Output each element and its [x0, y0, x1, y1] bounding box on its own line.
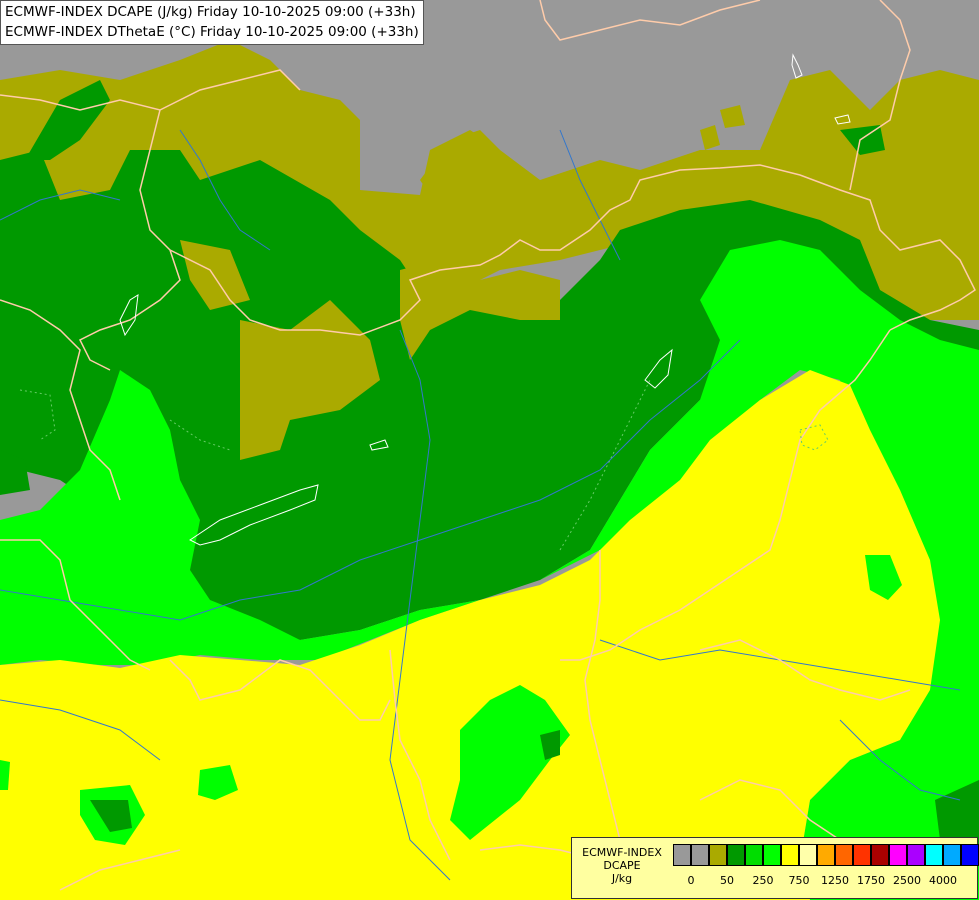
legend-swatch — [835, 844, 853, 866]
field-green-patch — [25, 80, 110, 160]
field-dark-green-blob — [90, 800, 132, 832]
field-bright-green — [0, 240, 979, 900]
field-olive-island — [400, 260, 560, 360]
legend-swatch — [763, 844, 781, 866]
field-bright-green-blob — [198, 765, 238, 800]
field-dark-green-blob — [540, 730, 560, 760]
legend-swatch — [691, 844, 709, 866]
legend-tick-label: 250 — [752, 874, 774, 887]
field-olive-patch — [420, 130, 500, 195]
field-olive-patch — [700, 125, 720, 150]
field-green-patch — [0, 450, 30, 495]
field-olive-island — [180, 240, 250, 310]
field-bright-green-blob — [0, 760, 10, 790]
legend-swatch — [799, 844, 817, 866]
legend-unit: J/kg — [611, 872, 633, 885]
legend-swatch — [961, 844, 979, 866]
legend-title: ECMWF-INDEX — [582, 846, 662, 859]
legend-tick-label: 4000 — [929, 874, 957, 887]
legend-tick-label: 50 — [720, 874, 734, 887]
field-yellow — [0, 370, 940, 900]
legend-swatch — [709, 844, 727, 866]
legend-swatch — [925, 844, 943, 866]
legend-swatch — [673, 844, 691, 866]
legend-tick-label: 1750 — [857, 874, 885, 887]
legend-variable: DCAPE — [603, 859, 641, 872]
field-green-patch — [840, 125, 885, 155]
field-olive-patch — [720, 105, 745, 128]
field-dark-green-blob — [935, 780, 979, 850]
dtheta-contours — [19, 379, 829, 551]
field-olive-patch — [545, 178, 565, 192]
legend-tick-label: 2500 — [893, 874, 921, 887]
legend-swatches — [673, 844, 979, 866]
color-legend: ECMWF-INDEX DCAPE J/kg 0 50 250 750 1250 1750… — [571, 837, 979, 899]
legend-swatch — [943, 844, 961, 866]
legend-swatch — [727, 844, 745, 866]
title-line-dthetae: ECMWF-INDEX DThetaE (°C) Friday 10-10-20… — [5, 24, 419, 40]
legend-tick-label: 750 — [788, 874, 810, 887]
legend-swatch — [871, 844, 889, 866]
legend-swatch — [781, 844, 799, 866]
legend-swatch — [745, 844, 763, 866]
title-line-dcape: ECMWF-INDEX DCAPE (J/kg) Friday 10-10-20… — [5, 4, 416, 20]
lakes — [119, 53, 851, 546]
legend-ticks: 0 50 250 750 1250 1750 2500 4000 — [673, 874, 973, 888]
legend-tick-label: 0 — [687, 874, 695, 887]
field-bright-green-blob — [450, 685, 570, 840]
legend-tick-label: 1250 — [821, 874, 849, 887]
legend-swatch — [853, 844, 871, 866]
legend-label: ECMWF-INDEX DCAPE J/kg — [576, 846, 668, 885]
legend-swatch — [889, 844, 907, 866]
field-olive-island — [240, 300, 380, 460]
map-title: ECMWF-INDEX DCAPE (J/kg) Friday 10-10-20… — [0, 0, 424, 45]
field-bright-green-blob — [865, 555, 902, 600]
legend-swatch — [817, 844, 835, 866]
field-olive — [0, 40, 979, 390]
legend-swatch — [907, 844, 925, 866]
